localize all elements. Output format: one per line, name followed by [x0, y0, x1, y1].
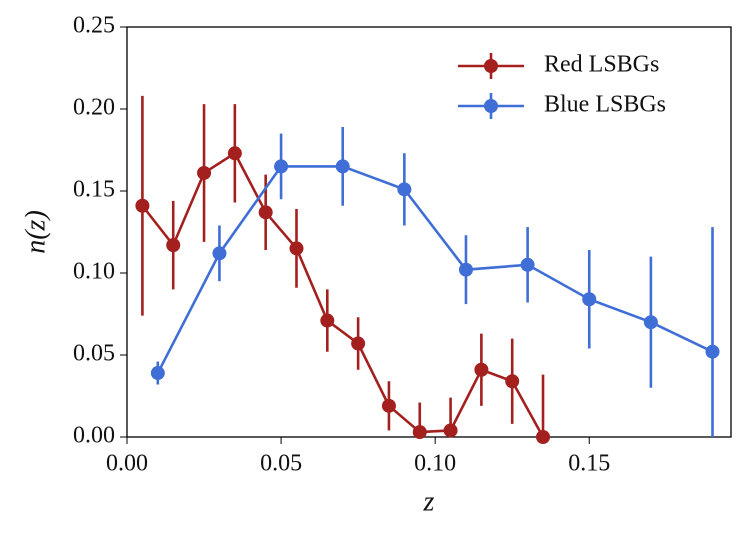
point [412, 425, 427, 440]
legend-label: Blue LSBGs [544, 92, 666, 118]
point [150, 366, 165, 381]
point [582, 292, 597, 307]
point [274, 159, 289, 174]
point [135, 198, 150, 213]
y-tick-label: 0.00 [73, 423, 115, 449]
legend-marker [484, 99, 498, 113]
y-tick-label: 0.15 [73, 177, 115, 203]
point [381, 398, 396, 413]
point [197, 165, 212, 180]
point [520, 257, 535, 272]
point [212, 246, 227, 261]
x-tick-label: 0.05 [260, 451, 302, 477]
legend-label: Red LSBGs [544, 52, 659, 78]
x-axis-label: z [423, 486, 435, 517]
point [536, 430, 551, 444]
point [289, 241, 304, 256]
y-tick-label: 0.10 [73, 259, 115, 285]
x-tick-label: 0.15 [568, 451, 610, 477]
point [166, 238, 181, 253]
y-tick-label: 0.05 [73, 341, 115, 367]
point [258, 205, 273, 220]
y-axis-label: n(z) [20, 210, 51, 254]
y-tick-label: 0.20 [73, 95, 115, 121]
point [505, 374, 520, 389]
point [458, 262, 473, 277]
point [320, 313, 335, 328]
plot-frame [126, 26, 732, 438]
x-tick-label: 0.00 [106, 451, 148, 477]
point [643, 315, 658, 330]
point [351, 336, 366, 351]
y-tick-label: 0.25 [73, 13, 115, 39]
point [443, 423, 458, 438]
series-line [156, 165, 714, 374]
point [474, 362, 489, 377]
point [227, 146, 242, 161]
error-bars [156, 127, 714, 437]
point [397, 182, 412, 197]
point [335, 159, 350, 174]
legend-marker [484, 59, 498, 73]
x-tick-label: 0.10 [414, 451, 456, 477]
point [705, 344, 720, 359]
